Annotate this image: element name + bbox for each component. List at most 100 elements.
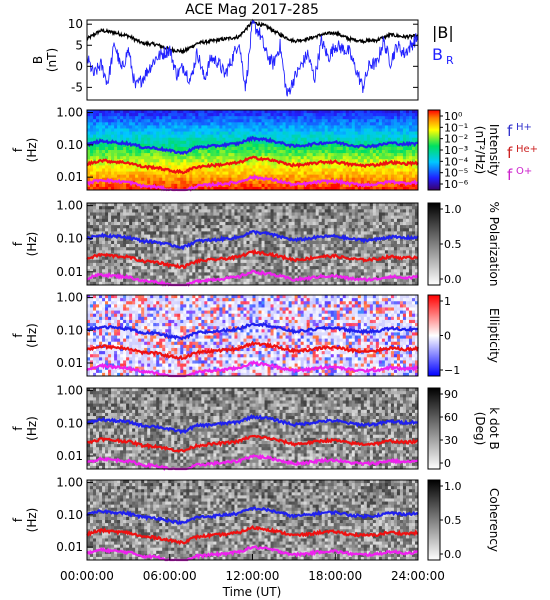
heatmap-cell bbox=[258, 113, 262, 117]
heatmap-cell bbox=[315, 113, 320, 117]
heatmap-cell bbox=[294, 134, 299, 139]
heatmap-cell bbox=[156, 110, 160, 114]
heatmap-cell bbox=[249, 186, 253, 191]
heatmap-cell bbox=[261, 237, 265, 242]
heatmap-cell bbox=[183, 168, 187, 172]
heatmap-cell bbox=[117, 128, 121, 132]
heatmap-cell bbox=[291, 206, 296, 210]
heatmap-cell bbox=[369, 119, 374, 123]
heatmap-cell bbox=[96, 116, 100, 120]
heatmap-cell bbox=[294, 278, 299, 283]
heatmap-cell bbox=[396, 122, 401, 126]
heatmap-cell bbox=[381, 183, 386, 188]
heatmap-cell bbox=[228, 215, 232, 220]
heatmap-cell bbox=[153, 206, 157, 210]
heatmap-cell bbox=[213, 244, 217, 248]
heatmap-cell bbox=[294, 247, 299, 251]
heatmap-cell bbox=[375, 150, 380, 154]
heatmap-cell bbox=[126, 253, 130, 258]
heatmap-cell bbox=[237, 183, 241, 188]
heatmap-cell bbox=[186, 110, 190, 114]
heatmap-cell bbox=[408, 150, 413, 154]
heatmap-cell bbox=[345, 137, 350, 142]
heatmap-cell bbox=[189, 122, 193, 126]
heatmap-cell bbox=[210, 240, 214, 245]
heatmap-cell bbox=[138, 134, 142, 139]
heatmap-cell bbox=[102, 228, 106, 232]
heatmap-cell bbox=[291, 131, 296, 136]
heatmap-cell bbox=[96, 215, 100, 220]
heatmap-cell bbox=[261, 234, 265, 239]
heatmap-cell bbox=[174, 168, 178, 172]
heatmap-cell bbox=[210, 272, 214, 276]
heatmap-cell bbox=[315, 171, 320, 176]
heatmap-cell bbox=[114, 177, 118, 182]
heatmap-cell bbox=[387, 143, 392, 148]
heatmap-cell bbox=[378, 174, 383, 179]
heatmap-cell bbox=[186, 275, 190, 280]
heatmap-cell bbox=[312, 212, 317, 217]
heatmap-cell bbox=[381, 137, 386, 142]
heatmap-cell bbox=[345, 168, 350, 172]
heatmap-cell bbox=[360, 125, 365, 129]
colorbar-title: Intensity bbox=[487, 124, 501, 176]
heatmap-cell bbox=[213, 218, 217, 223]
heatmap-cell bbox=[117, 215, 121, 220]
heatmap-cell bbox=[105, 113, 109, 117]
heatmap-cell bbox=[312, 228, 317, 232]
heatmap-cell bbox=[105, 122, 109, 126]
heatmap-cell bbox=[120, 250, 124, 254]
heatmap-cell bbox=[363, 177, 368, 182]
heatmap-cell bbox=[117, 116, 121, 120]
heatmap-cell bbox=[204, 221, 208, 226]
heatmap-cell bbox=[309, 203, 314, 207]
heatmap-cell bbox=[288, 116, 293, 120]
heatmap-cell bbox=[147, 218, 151, 223]
heatmap-cell bbox=[228, 262, 232, 267]
heatmap-cell bbox=[195, 146, 199, 151]
heatmap-cell bbox=[186, 259, 190, 264]
heatmap-cell bbox=[165, 125, 169, 129]
heatmap-cell bbox=[93, 125, 97, 129]
heatmap-cell bbox=[147, 225, 151, 229]
heatmap-cell bbox=[96, 128, 100, 132]
heatmap-cell bbox=[231, 278, 235, 283]
heatmap-cell bbox=[309, 150, 314, 154]
heatmap-cell bbox=[141, 134, 145, 139]
heatmap-cell bbox=[234, 215, 238, 220]
heatmap-cell bbox=[108, 237, 112, 242]
heatmap-cell bbox=[168, 153, 172, 157]
heatmap-cell bbox=[159, 156, 163, 160]
heatmap-cell bbox=[195, 162, 199, 166]
heatmap-cell bbox=[288, 113, 293, 117]
heatmap-cell bbox=[366, 174, 371, 179]
heatmap-cell bbox=[252, 171, 256, 176]
heatmap-cell bbox=[189, 244, 193, 248]
heatmap-cell bbox=[87, 221, 91, 226]
heatmap-cell bbox=[321, 150, 326, 154]
heatmap-cell bbox=[111, 143, 115, 148]
heatmap-cell bbox=[390, 156, 395, 160]
heatmap-cell bbox=[189, 128, 193, 132]
heatmap-cell bbox=[165, 206, 169, 210]
heatmap-cell bbox=[387, 137, 392, 142]
heatmap-cell bbox=[240, 110, 244, 114]
heatmap-cell bbox=[324, 146, 329, 151]
heatmap-cell bbox=[267, 228, 271, 232]
heatmap-cell bbox=[123, 122, 127, 126]
heatmap-cell bbox=[171, 231, 175, 235]
heatmap-cell bbox=[171, 110, 175, 114]
heatmap-cell bbox=[324, 225, 329, 229]
heatmap-cell bbox=[303, 140, 308, 145]
heatmap-cell bbox=[333, 171, 338, 176]
heatmap-cell bbox=[171, 159, 175, 163]
heatmap-cell bbox=[255, 247, 259, 251]
heatmap-cell bbox=[225, 234, 229, 239]
heatmap-cell bbox=[159, 275, 163, 280]
heatmap-cell bbox=[324, 272, 329, 276]
heatmap-cell bbox=[291, 165, 296, 169]
heatmap-cell bbox=[321, 215, 326, 220]
heatmap-cell bbox=[258, 212, 262, 217]
heatmap-cell bbox=[135, 137, 139, 142]
heatmap-cell bbox=[261, 212, 265, 217]
